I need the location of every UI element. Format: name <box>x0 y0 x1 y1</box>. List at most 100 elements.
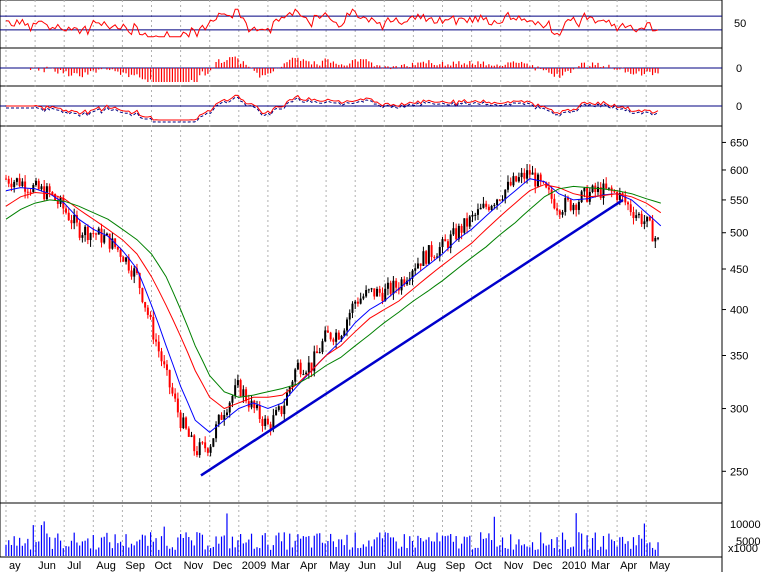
x-tick-label: Oct <box>155 560 172 572</box>
candle-body <box>517 177 520 182</box>
candle-body <box>13 181 16 188</box>
candle-body <box>302 374 305 376</box>
candle-body <box>441 239 444 248</box>
candle-body <box>234 385 237 397</box>
candle-body <box>493 204 496 206</box>
candle-body <box>51 191 54 194</box>
candle-body <box>217 414 220 425</box>
candle-body <box>56 200 59 204</box>
x-tick-label: ay <box>9 560 21 572</box>
candle-body <box>160 351 163 362</box>
candle-body <box>296 362 299 370</box>
x-tick-label: Jun <box>38 560 56 572</box>
candle-body <box>373 288 376 297</box>
vol-tick-label: 10000 <box>730 519 761 531</box>
candle-body <box>310 362 313 372</box>
candle-body <box>337 332 340 340</box>
candle-body <box>70 220 73 224</box>
candle-body <box>209 446 212 453</box>
candle-body <box>512 176 515 186</box>
candle-body <box>15 178 18 182</box>
x-tick-label: May <box>329 560 350 572</box>
candle-body <box>594 185 597 193</box>
candle-body <box>67 212 70 221</box>
candle-body <box>10 183 13 188</box>
candle-body <box>86 226 89 241</box>
candle-body <box>264 418 267 427</box>
candle-body <box>108 233 111 249</box>
candle-body <box>422 251 425 266</box>
candle-body <box>206 448 209 453</box>
osc-tick-label: 50 <box>734 18 746 30</box>
candle-body <box>190 435 193 437</box>
candle-body <box>564 198 567 213</box>
x-tick-label: 2010 <box>562 560 586 572</box>
candle-body <box>130 270 133 277</box>
candle-body <box>635 215 638 219</box>
candle-body <box>179 412 182 429</box>
candle-body <box>520 172 523 178</box>
oscillator-line <box>5 8 659 38</box>
candle-body <box>463 218 466 233</box>
candle-body <box>152 316 155 340</box>
candle-body <box>654 238 657 242</box>
mom-tick-label: 0 <box>736 101 742 113</box>
candle-body <box>605 183 608 189</box>
candle-body <box>547 187 550 190</box>
candle-body <box>305 372 308 375</box>
x-tick-label: Apr <box>620 560 637 572</box>
candle-body <box>168 370 171 388</box>
candle-body <box>204 442 207 449</box>
candle-body <box>637 213 640 216</box>
candle-body <box>406 280 409 285</box>
candle-body <box>201 442 204 444</box>
x-tick-label: Nov <box>504 560 524 572</box>
candle-body <box>400 279 403 291</box>
candle-body <box>528 170 531 175</box>
candle-body <box>487 206 490 210</box>
candle-body <box>335 332 338 342</box>
candle-body <box>482 203 485 208</box>
candle-body <box>403 279 406 285</box>
price-tick-label: 400 <box>730 305 748 317</box>
candle-body <box>419 263 422 266</box>
candle-body <box>198 442 201 456</box>
candle-body <box>125 257 128 262</box>
x-tick-label: Nov <box>184 560 204 572</box>
candle-body <box>577 202 580 210</box>
x-tick-label: Jun <box>358 560 376 572</box>
candle-body <box>449 234 452 248</box>
candle-body <box>291 381 294 387</box>
plot-frame <box>0 0 723 558</box>
candle-body <box>231 396 234 403</box>
candle-body <box>253 400 256 409</box>
candle-body <box>149 314 152 317</box>
candle-body <box>599 187 602 199</box>
candle-body <box>539 174 542 182</box>
candle-body <box>122 256 125 262</box>
candle-body <box>266 418 269 425</box>
candle-body <box>427 245 430 264</box>
candle-body <box>586 188 589 202</box>
candle-body <box>378 288 381 293</box>
candle-body <box>561 212 564 215</box>
candle-body <box>386 282 389 289</box>
candle-body <box>258 405 261 420</box>
candle-body <box>146 307 149 315</box>
candle-body <box>255 405 258 409</box>
candle-body <box>591 185 594 192</box>
candle-body <box>157 341 160 352</box>
candle-body <box>294 369 297 382</box>
candle-body <box>384 288 387 302</box>
candle-body <box>496 199 499 205</box>
candle-body <box>395 280 398 288</box>
candle-body <box>414 268 417 271</box>
price-tick-label: 450 <box>730 264 748 276</box>
candle-body <box>35 180 38 185</box>
candle-body <box>348 312 351 320</box>
candle-body <box>643 221 646 225</box>
price-tick-label: 600 <box>730 165 748 177</box>
candle-body <box>155 339 158 342</box>
candle-body <box>550 189 553 199</box>
